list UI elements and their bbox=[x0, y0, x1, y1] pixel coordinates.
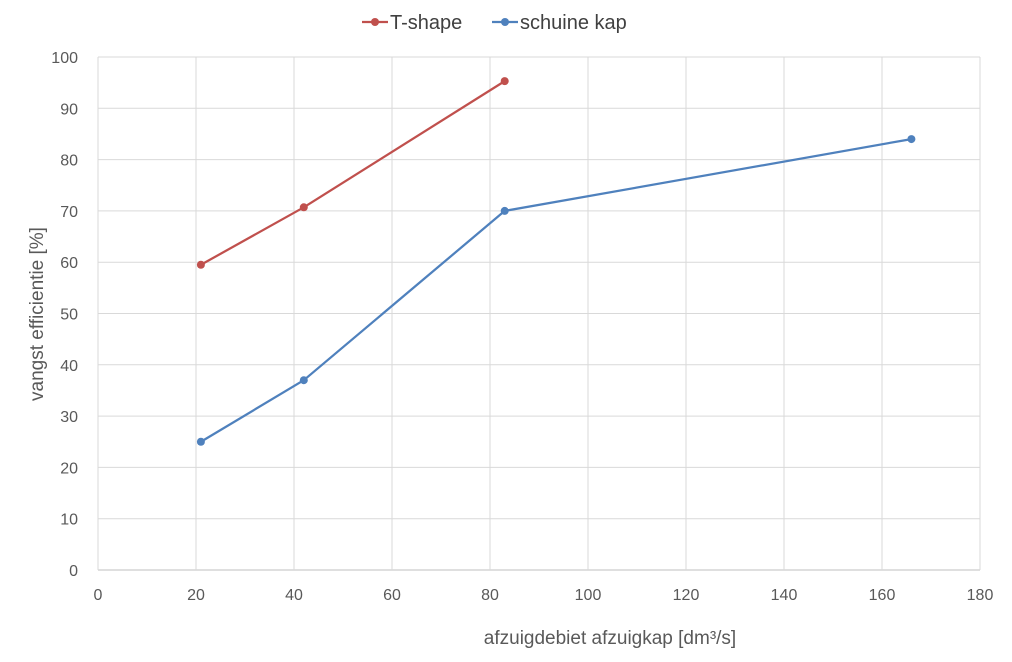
x-tick-label: 40 bbox=[285, 587, 303, 604]
x-tick-label: 140 bbox=[771, 587, 798, 604]
series-t-shape bbox=[196, 77, 509, 269]
series-schuine-kap bbox=[196, 135, 916, 446]
y-tick-label: 10 bbox=[60, 512, 78, 529]
legend-marker-schuine-kap bbox=[501, 18, 509, 26]
x-axis-title: afzuigdebiet afzuigkap [dm³/s] bbox=[484, 628, 736, 649]
x-tick-label: 20 bbox=[187, 587, 205, 604]
x-tick-label: 0 bbox=[94, 587, 103, 604]
data-point-schuine-kap bbox=[299, 376, 308, 385]
tick-labels: 0 10 20 30 40 50 60 70 80 90 100 0 20 40 60 80 100 120 140… bbox=[51, 50, 993, 604]
y-tick-label: 60 bbox=[60, 255, 78, 272]
legend-label-t-shape: T-shape bbox=[390, 12, 462, 34]
data-point-t-shape bbox=[500, 77, 509, 86]
data-point-t-shape bbox=[196, 260, 205, 269]
x-tick-label: 60 bbox=[383, 587, 401, 604]
y-tick-label: 30 bbox=[60, 409, 78, 426]
y-tick-label: 70 bbox=[60, 204, 78, 221]
legend-item-t-shape: T-shape bbox=[362, 12, 462, 34]
legend-label-schuine-kap: schuine kap bbox=[520, 12, 627, 34]
series-line-schuine-kap bbox=[200, 137, 912, 443]
y-tick-label: 90 bbox=[60, 101, 78, 118]
x-tick-label: 160 bbox=[869, 587, 896, 604]
series-group bbox=[196, 77, 916, 446]
data-point-schuine-kap bbox=[500, 206, 509, 215]
data-point-schuine-kap bbox=[907, 135, 916, 144]
legend-item-schuine-kap: schuine kap bbox=[492, 12, 627, 34]
x-tick-label: 180 bbox=[967, 587, 994, 604]
x-tick-label: 80 bbox=[481, 587, 499, 604]
y-tick-label: 40 bbox=[60, 358, 78, 375]
y-tick-label: 20 bbox=[60, 460, 78, 477]
data-point-t-shape bbox=[299, 203, 308, 212]
legend: T-shape schuine kap bbox=[362, 12, 627, 34]
x-tick-label: 120 bbox=[673, 587, 700, 604]
y-tick-label: 50 bbox=[60, 307, 78, 324]
x-tick-label: 100 bbox=[575, 587, 602, 604]
y-tick-label: 0 bbox=[69, 563, 78, 580]
y-tick-label: 100 bbox=[51, 50, 78, 67]
y-axis-title: vangst efficientie [%] bbox=[27, 227, 48, 401]
gridlines bbox=[97, 56, 981, 571]
legend-marker-t-shape bbox=[371, 18, 379, 26]
data-point-schuine-kap bbox=[196, 437, 205, 446]
y-tick-label: 80 bbox=[60, 153, 78, 170]
